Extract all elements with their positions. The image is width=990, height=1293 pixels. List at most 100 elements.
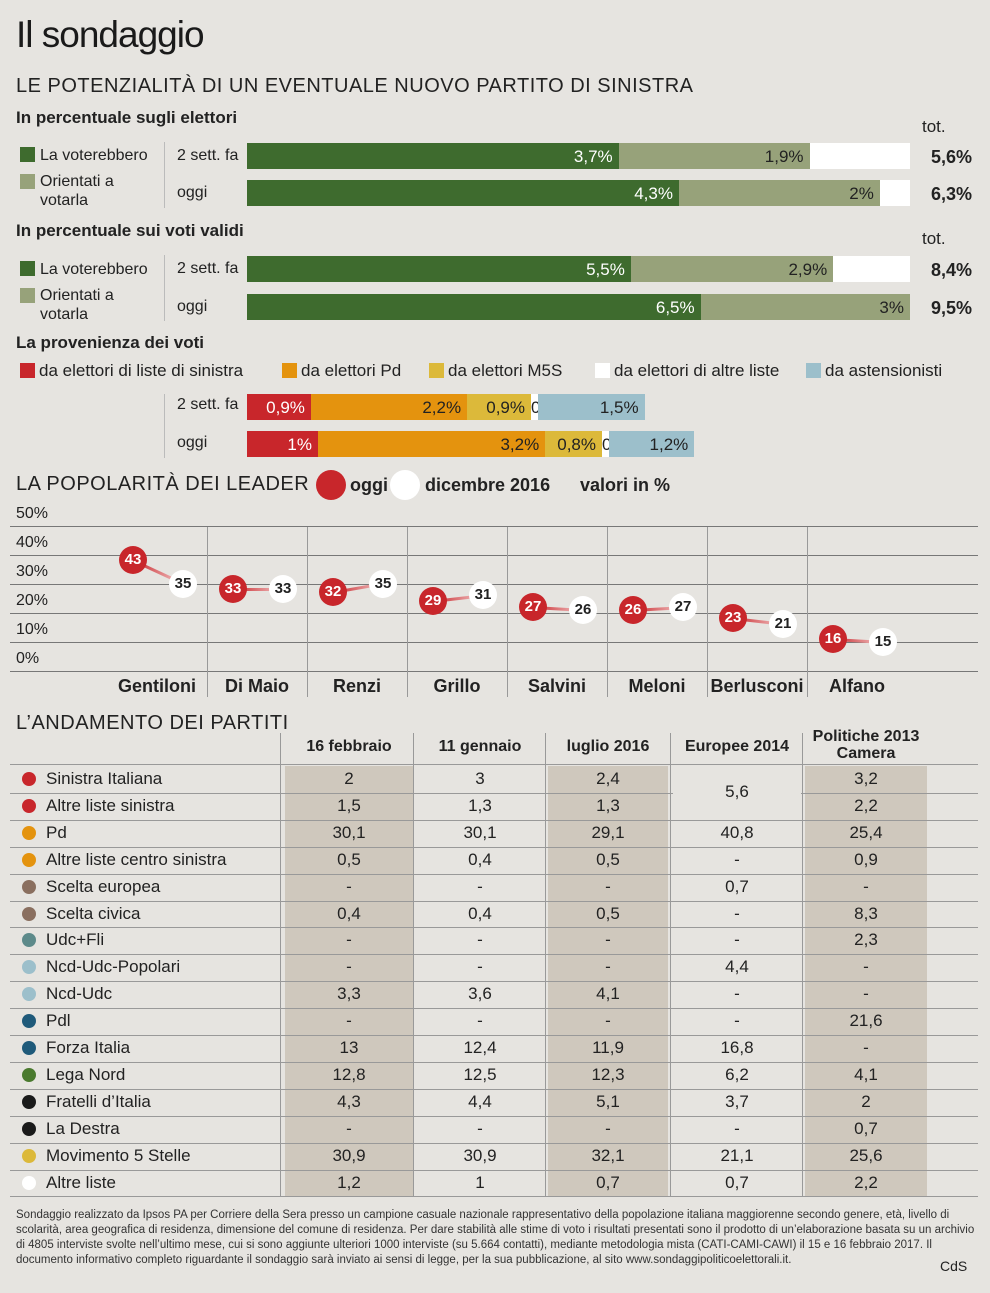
prov-legend-label: da elettori M5S: [448, 361, 563, 380]
table-cell: -: [734, 984, 740, 1004]
leader-name: Grillo: [433, 676, 481, 696]
leader-dot-dicembre: 27: [669, 592, 697, 621]
table-cell: 2,4: [596, 769, 620, 788]
table-cell: 11,9: [592, 1038, 624, 1057]
table-cell: 3,3: [337, 984, 361, 1004]
total-elettori-before: 5,6%: [930, 147, 972, 167]
table-cell: 4,4: [725, 957, 749, 977]
legend-voterebbero: La voterebbero: [40, 147, 148, 164]
column-header: luglio 2016: [566, 738, 650, 755]
leader-name: Alfano: [829, 676, 885, 696]
table-cell: 29,1: [591, 822, 625, 842]
table-cell: -: [605, 930, 611, 950]
table-cell: -: [863, 1038, 869, 1057]
column-separator: [670, 733, 671, 1197]
leader-name: Berlusconi: [710, 676, 804, 696]
table-cell: -: [346, 1011, 352, 1031]
table-cell: -: [477, 957, 483, 977]
table-cell: -: [477, 1118, 483, 1138]
gridline: [10, 671, 978, 672]
table-cell: -: [477, 930, 483, 950]
legend-swatch-orientati-2: [20, 288, 35, 303]
table-cell: 25,4: [849, 822, 883, 842]
table-cell: 0,5: [596, 849, 620, 869]
table-cell: -: [605, 876, 611, 896]
row-rule: [10, 1115, 978, 1117]
table-cell: 12,5: [463, 1064, 497, 1084]
table-cell: 12,8: [332, 1064, 366, 1084]
table-cell: -: [477, 876, 483, 896]
column-separator: [545, 733, 546, 1197]
row-rule: [10, 792, 978, 794]
party-color-dot: [22, 933, 36, 948]
table-cell: 8,3: [854, 903, 878, 923]
table-cell: -: [863, 957, 869, 977]
prov-row-label-now: oggi: [177, 434, 208, 451]
section-heading-leader: LA POPOLARITÀ DEI LEADER: [16, 473, 310, 495]
party-name: Scelta civica: [46, 903, 141, 923]
column-separator: [407, 527, 408, 697]
provenienza-segment: 0,1%: [531, 394, 570, 420]
provenienza-segment: 1,5%: [538, 394, 645, 420]
prov-legend-swatch: [595, 363, 610, 378]
prov-legend-swatch: [20, 363, 35, 378]
table-cell: 1,3: [468, 795, 492, 815]
total-elettori-now: 6,3%: [930, 184, 972, 204]
voterebbero-segment: 5,5%: [247, 256, 631, 282]
subtitle-elettori: In percentuale sugli elettori: [16, 108, 238, 127]
separator: [164, 142, 165, 208]
legend-dicembre-2016: dicembre 2016: [425, 475, 551, 495]
table-cell: 2,2: [854, 795, 878, 815]
section-heading-nuovo-partito: LE POTENZIALITÀ DI UN EVENTUALE NUOVO PA…: [16, 75, 694, 97]
party-color-dot: [22, 825, 36, 840]
provenienza-segment: 0,8%: [545, 431, 602, 457]
party-name: Ncd-Udc-Popolari: [46, 957, 181, 977]
row-rule: [10, 846, 978, 848]
tot-label: tot.: [922, 117, 946, 136]
party-color-dot: [22, 987, 36, 1002]
table-cell: 1,2: [337, 1172, 361, 1192]
potential-bar-validi-now: 6,5% 3%: [247, 294, 910, 320]
table-cell: -: [605, 957, 611, 977]
table-cell: -: [346, 957, 352, 977]
legend-swatch-voterebbero-2: [20, 261, 35, 276]
column-separator: [280, 733, 281, 1197]
table-cell: 30,1: [463, 822, 497, 842]
legend-oggi: oggi: [350, 475, 388, 495]
party-color-dot: [22, 1014, 36, 1029]
table-cell: -: [346, 1118, 352, 1138]
column-separator: [507, 527, 508, 697]
table-cell: 30,9: [463, 1145, 497, 1165]
table-cell: 4,1: [854, 1064, 878, 1084]
table-cell: 3,2: [854, 769, 878, 788]
row-label-before-2: 2 sett. fa: [177, 260, 239, 277]
party-name: Forza Italia: [46, 1038, 131, 1057]
column-separator: [307, 527, 308, 697]
leader-dot-oggi: 26: [619, 595, 647, 624]
party-name: Altre liste centro sinistra: [46, 849, 227, 869]
table-cell: 13: [339, 1038, 359, 1057]
column-separator: [207, 527, 208, 697]
prov-legend-swatch: [806, 363, 821, 378]
table-cell: -: [477, 1011, 483, 1031]
leader-dot-oggi: 29: [419, 586, 447, 615]
page-title: Il sondaggio: [16, 14, 205, 55]
row-rule: [10, 1142, 978, 1144]
table-cell: 2,3: [854, 930, 878, 950]
party-color-dot: [22, 1121, 36, 1136]
leader-name: Di Maio: [224, 676, 289, 696]
separator: [164, 394, 165, 458]
prov-legend-label: da elettori Pd: [301, 361, 402, 380]
prov-legend-label: da elettori di altre liste: [614, 361, 780, 380]
row-rule: [10, 927, 978, 929]
table-cell: 25,6: [849, 1145, 883, 1165]
table-cell: 21,6: [849, 1011, 883, 1031]
provenienza-bar-before: 0,9%2,2%0,9%0,1%1,5%: [247, 394, 645, 420]
table-cell: 40,8: [720, 822, 754, 842]
leader-dot-oggi: 32: [319, 578, 347, 607]
party-color-dot: [22, 852, 36, 867]
table-cell: 3,6: [468, 984, 492, 1004]
party-color-dot: [22, 879, 36, 894]
total-validi-before: 8,4%: [930, 260, 972, 280]
table-cell: 30,9: [332, 1145, 366, 1165]
